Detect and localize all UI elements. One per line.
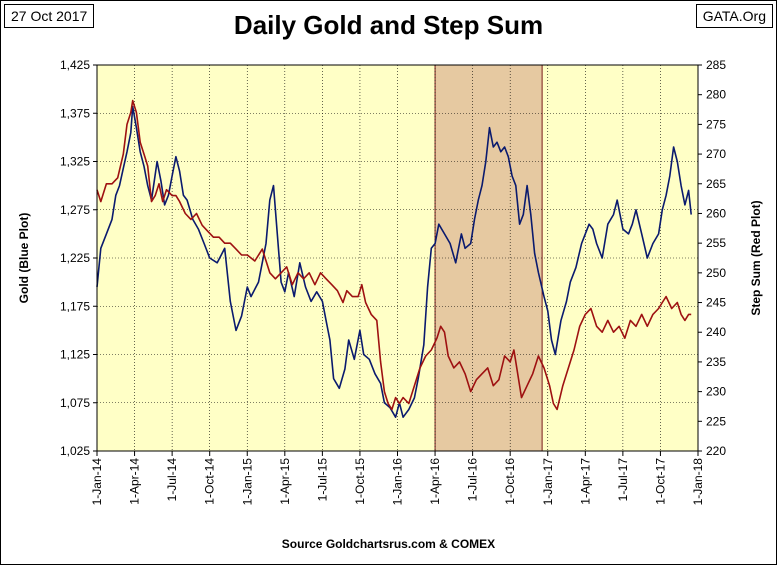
series-layer xyxy=(96,99,692,418)
right-axis-tick-label: 220 xyxy=(706,444,726,458)
gold-series-line xyxy=(96,105,692,418)
right-axis-tick-label: 280 xyxy=(706,88,726,102)
x-axis-tick-label: 1-Jul-16 xyxy=(466,458,480,502)
x-axis-tick-label: 1-Oct-14 xyxy=(203,458,217,505)
brand-tag: GATA.Org xyxy=(695,4,773,28)
left-axis-tick-label: 1,275 xyxy=(60,203,90,217)
x-axis-tick-label: 1-Jul-15 xyxy=(315,458,329,502)
right-axis-tick-label: 265 xyxy=(706,177,726,191)
left-axis-tick-label: 1,025 xyxy=(60,444,90,458)
date-tag: 27 Oct 2017 xyxy=(4,4,95,28)
right-axis-tick-label: 260 xyxy=(706,206,726,220)
x-axis: 1-Jan-14 1-Apr-14 1-Jul-14 1-Oct-14 1-Jan-15… xyxy=(90,451,705,505)
chart-title: Daily Gold and Step Sum xyxy=(233,10,544,40)
x-axis-tick-label: 1-Apr-16 xyxy=(428,458,442,505)
x-axis-tick-label: 1-Jan-17 xyxy=(541,458,555,506)
right-axis-tick-label: 250 xyxy=(706,266,726,280)
left-axis-tick-label: 1,225 xyxy=(60,251,90,265)
right-axis-tick-label: 255 xyxy=(706,236,726,250)
right-axis-tick-label: 245 xyxy=(706,296,726,310)
x-axis-tick-label: 1-Jan-15 xyxy=(240,458,254,506)
left-axis-tick-label: 1,125 xyxy=(60,348,90,362)
left-axis-title: Gold (Blue Plot) xyxy=(17,213,31,304)
x-axis-tick-label: 1-Oct-17 xyxy=(653,458,667,505)
x-axis-tick-label: 1-Jan-14 xyxy=(90,458,104,506)
right-axis-tick-label: 225 xyxy=(706,414,726,428)
x-axis-tick-label: 1-Apr-14 xyxy=(128,458,142,505)
left-axis: 1,025 1,075 1,125 1,175 1,225 1,275 1,325 1,375… xyxy=(60,58,97,458)
source-note: Source Goldchartsrus.com & COMEX xyxy=(281,537,496,551)
right-axis-tick-label: 230 xyxy=(706,385,726,399)
x-axis-tick-label: 1-Jan-16 xyxy=(391,458,405,506)
left-axis-tick-label: 1,425 xyxy=(60,58,90,72)
right-axis: 220 225 230 235 240 245 250 255 260 265 270 275 280 2… xyxy=(698,58,726,458)
left-axis-tick-label: 1,375 xyxy=(60,106,90,120)
x-axis-tick-label: 1-Jul-14 xyxy=(165,458,179,502)
x-axis-tick-label: 1-Apr-15 xyxy=(278,458,292,505)
left-axis-tick-label: 1,075 xyxy=(60,396,90,410)
right-axis-tick-label: 275 xyxy=(706,117,726,131)
right-axis-tick-label: 285 xyxy=(706,58,726,72)
x-axis-tick-label: 1-Oct-16 xyxy=(503,458,517,505)
x-axis-tick-label: 1-Apr-17 xyxy=(578,458,592,505)
x-axis-tick-label: 1-Jul-17 xyxy=(616,458,630,502)
right-axis-tick-label: 270 xyxy=(706,147,726,161)
left-axis-tick-label: 1,175 xyxy=(60,299,90,313)
step-sum-series-line xyxy=(96,99,692,411)
grid xyxy=(97,65,698,451)
right-axis-tick-label: 240 xyxy=(706,325,726,339)
x-axis-tick-label: 1-Oct-15 xyxy=(353,458,367,505)
x-axis-tick-label: 1-Jan-18 xyxy=(691,458,705,506)
right-axis-tick-label: 235 xyxy=(706,355,726,369)
left-axis-tick-label: 1,325 xyxy=(60,155,90,169)
right-axis-title: Step Sum (Red Plot) xyxy=(749,200,763,315)
